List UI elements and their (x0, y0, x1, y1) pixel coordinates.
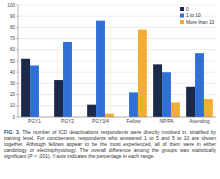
x-tick-label: PGY1 (28, 119, 41, 124)
bar (105, 114, 114, 117)
grid-line (18, 61, 216, 62)
y-tick-label: 90 (10, 14, 16, 19)
caption-label: FIG. 3. (4, 129, 20, 135)
grid-line (18, 27, 216, 28)
legend-label: More than 10 (186, 20, 215, 25)
bar (153, 64, 162, 117)
x-tick-label: Fellow (127, 119, 141, 124)
chart: 0 10 20 30 40 50 60 70 80 90 100 PGY1 PGY2 PGY3/4 Fell… (0, 0, 220, 129)
y-tick-label: 50 (10, 59, 16, 64)
grid-line (18, 49, 216, 50)
bar (21, 59, 30, 117)
x-tick-label: PGY2 (61, 119, 74, 124)
bars (21, 21, 213, 117)
legend-swatch (180, 20, 184, 24)
x-axis (18, 117, 216, 118)
y-tick-label: 100 (7, 3, 15, 8)
bar (129, 92, 138, 117)
bar (63, 42, 72, 117)
legend-label: 1 to 10 (186, 13, 201, 18)
y-tick-label: 10 (10, 103, 16, 108)
bar (195, 53, 204, 117)
legend-swatch (180, 14, 184, 18)
y-tick-label: 0 (12, 115, 15, 120)
bar (54, 80, 63, 117)
y-tick-label: 40 (10, 70, 16, 75)
grid-line (18, 5, 216, 6)
legend-swatch (180, 7, 184, 11)
bar (138, 30, 147, 117)
x-tick-label: Attending (189, 119, 210, 124)
grid-line (18, 83, 216, 84)
legend-label: 0 (186, 7, 189, 12)
bar (171, 102, 180, 117)
caption: FIG. 3. The number of ICD deactivations … (4, 129, 216, 159)
legend: 01 to 10 More than 10 (180, 7, 215, 25)
y-tick-label: 80 (10, 25, 16, 30)
bar (87, 105, 96, 117)
y-tick-label: 60 (10, 47, 16, 52)
bar (30, 65, 39, 117)
x-tick-label: NP/PA (159, 119, 174, 124)
x-tick-label: PGY3/4 (92, 119, 109, 124)
y-tick-label: 30 (10, 81, 16, 86)
grid-line (18, 72, 216, 73)
bar (162, 72, 171, 117)
y-tick-label: 20 (10, 92, 16, 97)
grid-line (18, 38, 216, 39)
bar (186, 87, 195, 117)
bar (96, 21, 105, 117)
bar (204, 99, 213, 117)
y-tick-label: 70 (10, 36, 16, 41)
y-axis (18, 5, 19, 117)
